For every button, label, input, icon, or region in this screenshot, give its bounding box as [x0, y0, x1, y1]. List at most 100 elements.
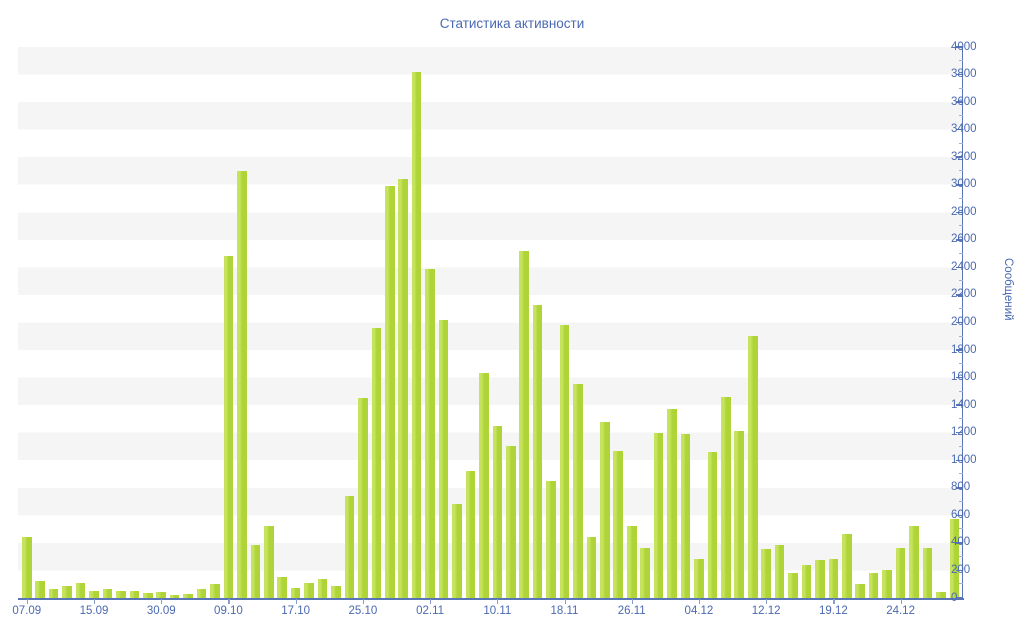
x-tick-label: 17.10 — [281, 605, 311, 617]
x-tick — [833, 599, 835, 604]
bar — [949, 518, 960, 598]
y-tick-label: 1800 — [951, 343, 977, 356]
y-tick-label: 3600 — [951, 95, 977, 108]
bar — [613, 450, 624, 598]
bar — [667, 409, 677, 598]
y-tick-label: 2800 — [951, 205, 977, 218]
y-minor-tick — [959, 445, 963, 447]
bar — [102, 589, 113, 598]
y-major-tick — [956, 266, 963, 269]
y-minor-tick — [959, 60, 963, 62]
y-minor-tick — [959, 225, 963, 227]
y-tick-label: 400 — [951, 536, 971, 549]
bar — [842, 533, 852, 598]
bar — [868, 573, 879, 598]
bar — [626, 526, 637, 598]
bar — [519, 250, 529, 598]
bar — [425, 268, 435, 598]
y-tick-label: 3000 — [951, 178, 977, 191]
bar — [142, 593, 153, 598]
x-tick — [94, 599, 96, 604]
bar — [479, 373, 489, 598]
y-minor-tick — [959, 418, 963, 420]
x-tick-label: 24.12 — [886, 605, 915, 617]
x-tick-label: 04.12 — [684, 605, 714, 617]
bar — [801, 564, 812, 598]
y-minor-tick — [959, 280, 963, 282]
bar — [169, 595, 180, 598]
y-major-tick — [956, 156, 963, 158]
bar — [75, 582, 86, 598]
y-major-tick — [956, 184, 963, 186]
bar — [183, 593, 193, 598]
bar — [936, 592, 946, 598]
x-tick — [228, 599, 230, 604]
y-minor-tick — [959, 363, 963, 365]
y-tick-label: 4000 — [951, 40, 977, 53]
y-major-tick — [956, 487, 963, 489]
bar — [492, 425, 503, 598]
x-tick — [497, 599, 499, 604]
bar — [331, 585, 341, 598]
x-tick-label: 10.11 — [483, 605, 512, 617]
y-tick-label: 3800 — [951, 68, 977, 81]
y-major-tick — [956, 321, 963, 324]
x-tick-label: 09.10 — [214, 605, 243, 617]
bar — [922, 547, 933, 598]
x-tick-label: 07.09 — [12, 605, 42, 617]
y-minor-tick — [959, 170, 963, 172]
y-minor-tick — [959, 307, 963, 309]
y-tick-label: 2000 — [951, 316, 977, 328]
bar — [223, 256, 234, 598]
bar — [734, 431, 745, 598]
bar — [882, 570, 892, 598]
y-major-tick — [956, 101, 963, 103]
bar — [815, 560, 825, 598]
bar — [62, 585, 72, 598]
bar — [465, 471, 476, 598]
bar — [640, 548, 650, 598]
bar — [828, 559, 839, 598]
y-major-tick — [956, 294, 963, 296]
x-tick — [698, 599, 701, 604]
x-axis-line — [18, 598, 964, 600]
bar — [290, 588, 301, 598]
y-minor-tick — [959, 555, 963, 557]
y-major-tick — [956, 239, 963, 241]
bar — [747, 336, 758, 598]
plot-area — [18, 46, 964, 600]
y-tick-label: 800 — [951, 481, 971, 494]
bar — [653, 432, 664, 598]
bar — [909, 525, 919, 598]
y-minor-tick — [959, 528, 963, 530]
y-tick-label: 2200 — [951, 288, 977, 301]
y-minor-tick — [959, 252, 963, 254]
y-minor-tick — [959, 473, 963, 475]
y-major-tick — [956, 376, 963, 379]
x-tick — [362, 599, 365, 604]
y-tick-label: 2600 — [951, 233, 977, 246]
bar — [774, 544, 785, 598]
x-tick-label: 26.11 — [617, 605, 646, 617]
y-minor-tick — [959, 197, 963, 199]
x-tick — [295, 599, 297, 604]
y-major-tick — [956, 459, 963, 461]
bar — [250, 544, 261, 598]
x-tick — [564, 599, 566, 604]
bar — [761, 549, 771, 598]
bar — [600, 421, 610, 598]
bar — [559, 325, 570, 598]
y-major-tick — [956, 128, 963, 131]
bar — [694, 559, 704, 598]
y-major-tick — [956, 514, 963, 517]
bar — [116, 591, 126, 598]
bar — [721, 396, 731, 598]
bar — [895, 547, 906, 598]
bar — [680, 434, 691, 598]
x-tick-label: 30.09 — [146, 605, 176, 617]
y-minor-tick — [959, 142, 963, 144]
x-tick-label: 12.12 — [751, 605, 781, 617]
y-tick-label: 1600 — [951, 371, 977, 384]
bar — [546, 480, 556, 598]
bar — [398, 179, 408, 598]
